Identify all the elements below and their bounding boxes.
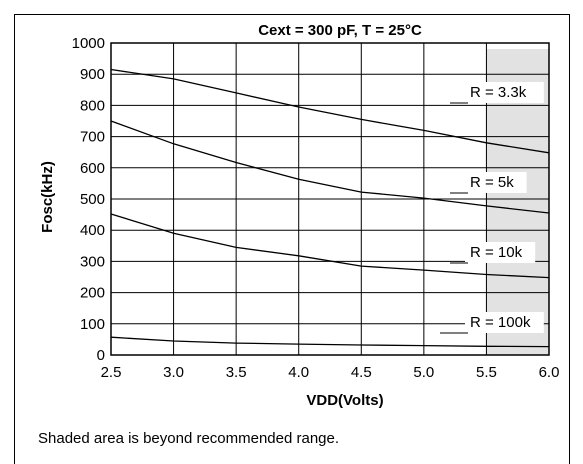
series-line-0 [110,68,550,154]
series-label-3: R = 100k [470,314,531,331]
y-tick-label-5: 500 [80,191,105,208]
chart-frame [14,14,570,464]
series-label-1: R = 5k [470,174,514,191]
series-label-bg-3 [465,312,544,333]
series-label-0: R = 3.3k [470,84,527,101]
y-tick-label-9: 900 [80,66,105,83]
footnote: Shaded area is beyond recommended range. [38,430,340,447]
y-tick-label-1: 100 [80,316,105,333]
y-tick-label-7: 700 [80,129,105,146]
x-tick-label-4: 4.5 [351,364,372,381]
series-line-3 [110,336,550,348]
plot-border [110,42,550,356]
series-label-2: R = 10k [470,244,523,261]
y-tick-label-3: 300 [80,253,105,270]
y-tick-label-10: 1000 [72,35,105,52]
y-tick-label-0: 0 [97,347,105,364]
series-label-bg-1 [465,172,527,193]
series-label-bg-2 [465,242,536,263]
x-tick-label-5: 5.0 [413,364,434,381]
series-label-bg-0 [465,82,544,103]
y-tick-label-6: 600 [80,160,105,177]
chart-title: Cext = 300 pF, T = 25°C [258,22,422,39]
y-tick-label-8: 800 [80,97,105,114]
y-axis-label: Fosc(kHz) [39,161,56,233]
x-tick-label-6: 5.5 [476,364,497,381]
x-tick-label-1: 3.0 [163,364,184,381]
x-tick-label-7: 6.0 [539,364,560,381]
series-line-2 [110,213,550,279]
y-tick-label-4: 400 [80,222,105,239]
x-tick-label-3: 4.0 [288,364,309,381]
x-tick-label-0: 2.5 [101,364,122,381]
y-tick-label-2: 200 [80,285,105,302]
x-axis-label: VDD(Volts) [306,392,383,409]
series-line-1 [110,120,550,214]
x-tick-label-2: 3.5 [226,364,247,381]
